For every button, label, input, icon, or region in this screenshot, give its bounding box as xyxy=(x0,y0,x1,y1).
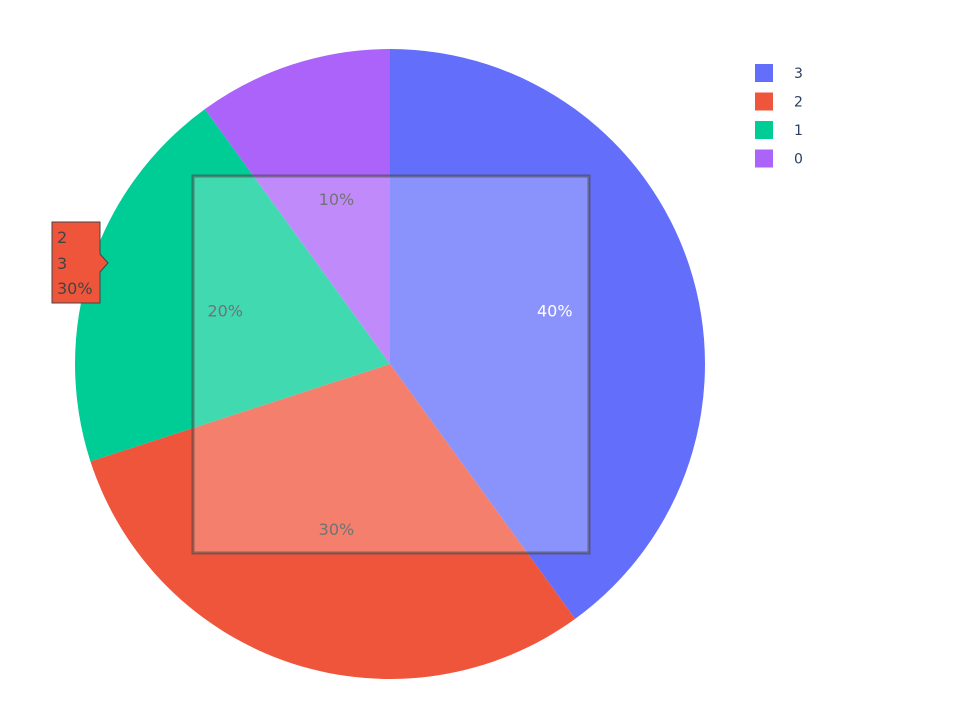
legend-label-3: 3 xyxy=(794,66,803,82)
hover-text-percent: 30% xyxy=(57,279,93,298)
pie-slice-0[interactable] xyxy=(204,49,390,364)
legend-label-0: 0 xyxy=(794,152,803,168)
pie-slices xyxy=(74,49,705,679)
legend-swatch-2 xyxy=(755,92,773,111)
pie-slice-1[interactable] xyxy=(74,109,390,462)
hover-tooltip: 2 3 30% xyxy=(51,221,109,304)
legend-label-1: 1 xyxy=(794,123,803,139)
legend-item-3[interactable]: 3 xyxy=(755,64,803,82)
legend: 3 2 1 0 xyxy=(755,64,803,168)
legend-swatch-1 xyxy=(755,121,773,139)
legend-swatch-0 xyxy=(755,149,773,168)
legend-swatch-3 xyxy=(755,64,773,82)
pie-slice-2[interactable] xyxy=(90,364,576,679)
selection-box[interactable] xyxy=(191,174,591,555)
pie-slice-3[interactable] xyxy=(390,49,705,619)
legend-item-1[interactable]: 1 xyxy=(755,121,803,139)
hover-text-value: 3 xyxy=(57,254,67,273)
legend-item-0[interactable]: 0 xyxy=(755,149,803,168)
slice-label-1: 20% xyxy=(207,301,243,320)
hover-box xyxy=(51,221,109,304)
slice-label-0: 10% xyxy=(319,190,355,209)
pie-slice-labels: 40% 30% 20% 10% xyxy=(207,190,572,539)
selection-overlay xyxy=(191,174,591,555)
hover-text-label: 2 xyxy=(57,228,67,247)
legend-label-2: 2 xyxy=(794,95,803,111)
legend-item-2[interactable]: 2 xyxy=(755,92,803,111)
slice-label-2: 30% xyxy=(319,520,355,539)
slice-label-3: 40% xyxy=(537,301,573,320)
